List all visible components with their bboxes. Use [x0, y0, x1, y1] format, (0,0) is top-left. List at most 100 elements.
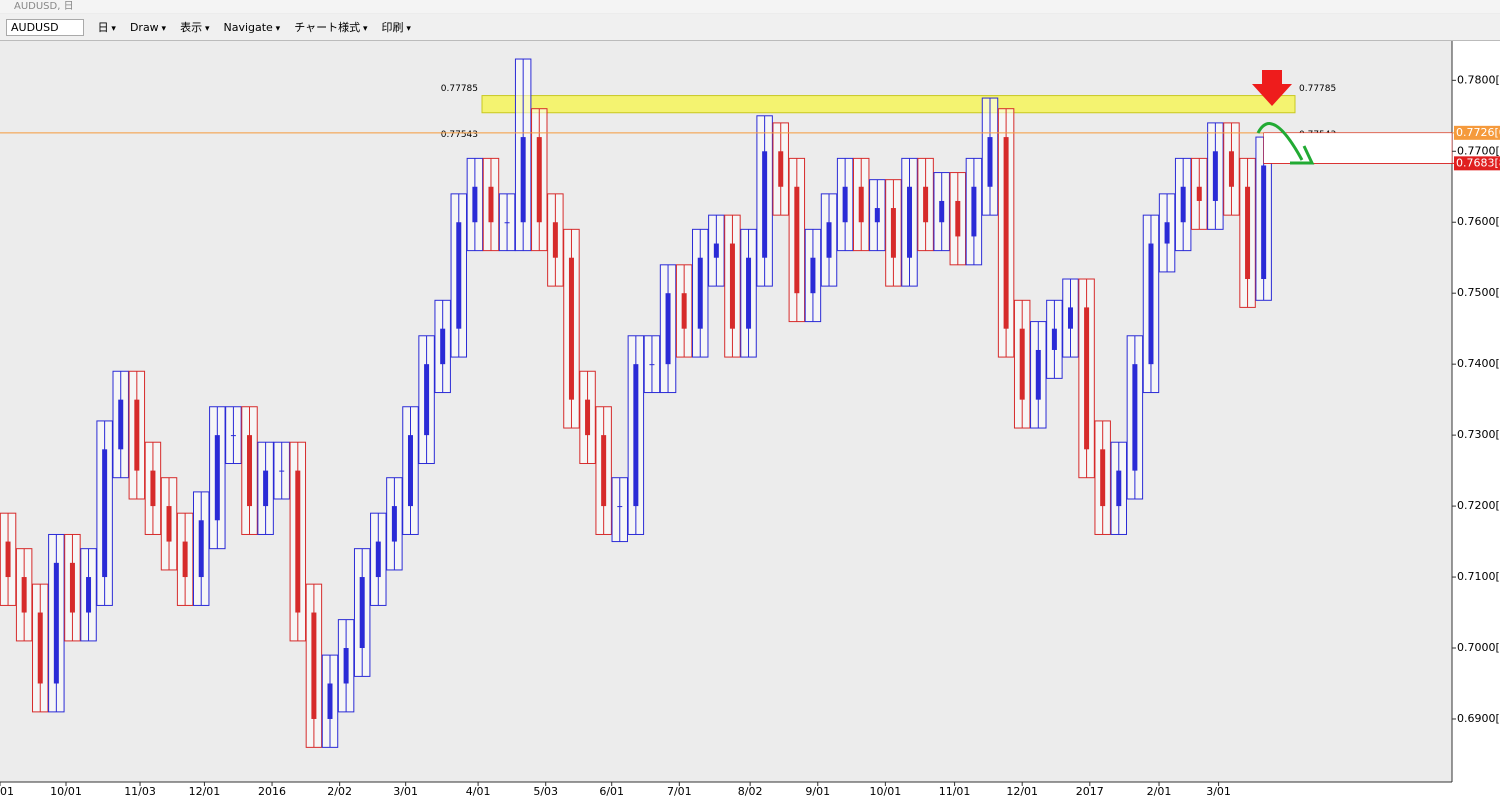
y-tick-label: 0.7100[0: [1457, 570, 1500, 583]
candle-body: [1148, 243, 1154, 365]
candle-body: [585, 399, 591, 436]
view-menu[interactable]: 表示: [180, 19, 209, 35]
x-tick-label: 2016: [258, 785, 286, 798]
candle-body: [1212, 151, 1218, 201]
candle-body: [214, 435, 220, 521]
candle-body: [874, 208, 880, 223]
candle-body: [359, 577, 365, 649]
x-tick-label: 9/01: [805, 785, 830, 798]
y-tick-label: 0.7800[0: [1457, 73, 1500, 86]
candle-body: [568, 257, 574, 400]
zone-label: 0.77543: [441, 130, 478, 140]
x-tick-label: 6/01: [599, 785, 624, 798]
candle-body: [311, 612, 317, 719]
candle-body: [1067, 307, 1073, 329]
x-tick-label: 10/01: [870, 785, 902, 798]
price-tag: [1454, 125, 1500, 140]
print-menu[interactable]: 印刷: [381, 19, 410, 35]
candle-body: [1035, 349, 1041, 400]
candle-body: [327, 683, 333, 719]
forecast-curve: [1256, 122, 1304, 161]
x-tick-label: 11/03: [124, 785, 156, 798]
candle-body: [1132, 364, 1138, 471]
candle-body: [424, 364, 430, 436]
candle-body: [617, 506, 623, 508]
candle-body: [53, 562, 59, 684]
y-tick-label: 0.7700[0: [1457, 144, 1500, 157]
candle-body: [343, 648, 349, 684]
candle-body: [1228, 151, 1234, 187]
y-tick-label: 0.7500[0: [1457, 286, 1500, 299]
candle-body: [1100, 449, 1106, 507]
x-tick-label: 12/01: [189, 785, 221, 798]
candle-body: [665, 293, 671, 365]
candle-body: [166, 506, 172, 542]
candle-body: [182, 541, 188, 578]
candle-body: [1196, 186, 1202, 201]
candle-body: [729, 243, 735, 329]
candle-body: [118, 399, 124, 450]
candle-body: [601, 435, 607, 507]
candle-body: [1051, 328, 1057, 350]
navigate-menu[interactable]: Navigate: [223, 21, 280, 34]
candle-body: [552, 222, 558, 258]
period-select[interactable]: 日: [98, 19, 116, 35]
x-tick-label: 11/01: [939, 785, 971, 798]
candle-body: [907, 186, 913, 258]
x-tick-label: 2/01: [1147, 785, 1172, 798]
candle-body: [971, 186, 977, 237]
candle-body: [1084, 307, 1090, 450]
candle-body: [858, 186, 864, 223]
x-tick-label: 3/01: [393, 785, 418, 798]
candle-body: [472, 186, 478, 223]
candle-body: [504, 222, 510, 224]
resistance-zone: [481, 95, 1296, 114]
x-tick-label: 8/02: [738, 785, 763, 798]
title-bar: AUDUSD, 日: [0, 0, 1500, 13]
candle-body: [826, 222, 832, 258]
candle-body: [456, 222, 462, 329]
candle-body: [134, 399, 140, 471]
y-tick-label: 0.6900[0: [1457, 712, 1500, 725]
candle-body: [762, 151, 768, 258]
candle-body: [375, 541, 381, 578]
candle-body: [150, 470, 156, 507]
draw-menu[interactable]: Draw: [130, 21, 166, 34]
candle-body: [713, 243, 719, 258]
candle-body: [681, 293, 687, 329]
candle-body: [263, 470, 269, 507]
x-tick-label: 7/01: [667, 785, 692, 798]
candle-body: [746, 257, 752, 329]
candle-body: [1245, 186, 1251, 280]
chart-style-menu[interactable]: チャート様式: [294, 19, 367, 35]
candle-body: [1261, 165, 1267, 280]
candle-body: [86, 577, 92, 613]
y-tick-label: 0.7400[0: [1457, 357, 1500, 370]
candle-body: [391, 506, 397, 542]
future-range: [1263, 132, 1453, 164]
candle-body: [5, 541, 11, 578]
candle-body: [778, 151, 784, 187]
candle-body: [295, 470, 301, 613]
candle-body: [407, 435, 413, 507]
candle-body: [1180, 186, 1186, 223]
price-tag-label: 0.7726[0: [1456, 126, 1500, 139]
x-tick-label: 3/01: [1206, 785, 1231, 798]
x-tick-label: 2017: [1076, 785, 1104, 798]
toolbar: AUDUSD 日 Draw 表示 Navigate チャート様式 印刷: [0, 14, 1500, 41]
candle-body: [633, 364, 639, 507]
candle-body: [247, 435, 253, 507]
candle-body: [37, 612, 43, 684]
x-tick-label: 4/01: [466, 785, 491, 798]
candle-body: [440, 328, 446, 365]
candle-body: [536, 137, 542, 223]
candle-body: [842, 186, 848, 223]
candle-body: [69, 562, 75, 613]
candle-body: [955, 200, 961, 237]
symbol-select[interactable]: AUDUSD: [6, 18, 84, 36]
candle-body: [923, 186, 929, 223]
down-arrow: [1252, 70, 1292, 106]
candle-body: [102, 449, 108, 578]
